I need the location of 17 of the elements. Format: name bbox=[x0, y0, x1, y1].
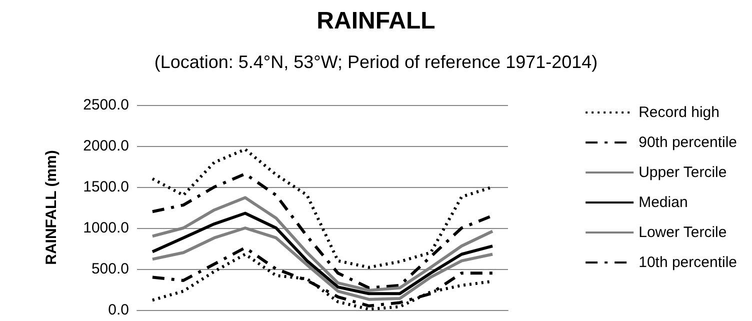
legend-label: Upper Tercile bbox=[638, 164, 727, 181]
legend-label: 90th percentile bbox=[638, 134, 738, 151]
chart-title: RAINFALL bbox=[316, 8, 436, 34]
legend-label: Lower Tercile bbox=[638, 224, 727, 241]
legend-label: Record high bbox=[638, 104, 720, 121]
legend-label: Median bbox=[638, 194, 688, 211]
y-tick-label: 2500.0 bbox=[83, 96, 129, 114]
y-tick-label: 1000.0 bbox=[83, 220, 129, 236]
y-tick-label: 1500.0 bbox=[83, 178, 129, 196]
line-series bbox=[150, 212, 494, 296]
y-tick-label: 0.0 bbox=[108, 302, 129, 318]
y-tick-label: 2000.0 bbox=[83, 138, 129, 154]
y-tick-label: 500.0 bbox=[91, 260, 129, 278]
y-axis-title: RAINFALL (mm) bbox=[43, 150, 60, 265]
chart-subtitle: (Location: 5.4°N, 53°W; Period of reference 1971-2014) bbox=[154, 52, 598, 72]
legend-label: 10th percentile bbox=[638, 254, 738, 271]
line-series bbox=[150, 246, 494, 308]
